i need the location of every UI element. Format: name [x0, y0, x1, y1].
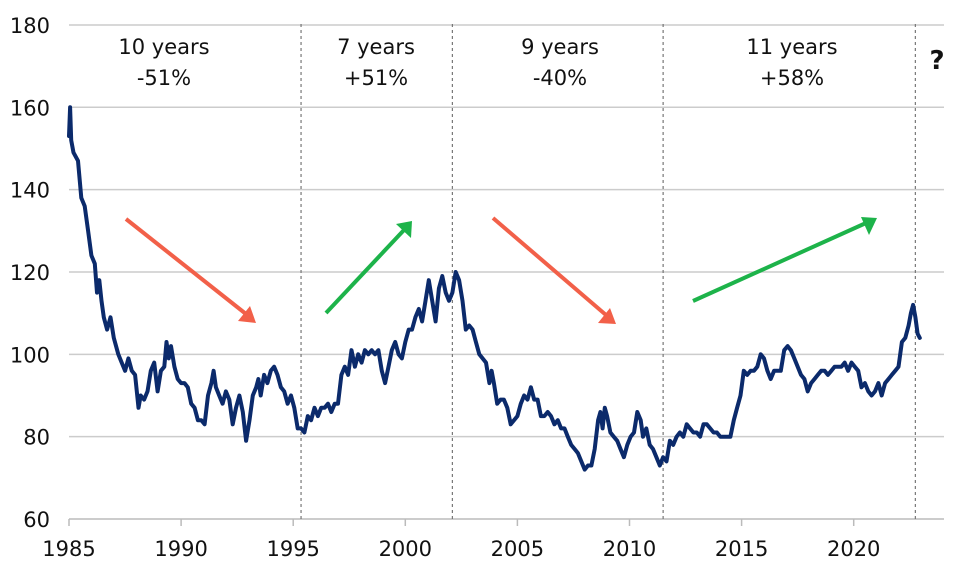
y-tick-label: 80: [23, 426, 50, 450]
period-change: -40%: [533, 66, 587, 90]
x-tick-label: 2020: [827, 537, 880, 561]
question-mark: ?: [929, 46, 944, 76]
x-tick-label: 2015: [715, 537, 768, 561]
period-label-4: 11 years +58%: [746, 35, 837, 90]
y-tick-label: 180: [10, 14, 50, 38]
y-tick-label: 160: [10, 96, 50, 120]
trend-arrows: [124, 216, 877, 324]
x-axis: 1985 1990 1995 2000 2005 2010 2015 2020: [42, 518, 944, 561]
period-change: -51%: [137, 66, 191, 90]
y-tick-label: 60: [23, 508, 50, 532]
index-line: [67, 105, 922, 472]
gridlines: [69, 24, 944, 438]
x-tick-label: 2005: [491, 537, 544, 561]
y-tick-label: 120: [10, 261, 50, 285]
period-label-1: 10 years -51%: [118, 35, 209, 90]
period-duration: 9 years: [521, 35, 599, 59]
x-tick-label: 1985: [42, 537, 95, 561]
down-arrow-icon: [491, 216, 616, 324]
x-tick-label: 2010: [603, 537, 656, 561]
y-tick-label: 140: [10, 179, 50, 203]
down-arrow-icon: [124, 217, 256, 323]
period-dividers: [300, 24, 916, 519]
y-axis-ticks: 60 80 100 120 140 160 180: [10, 14, 50, 532]
period-duration: 10 years: [118, 35, 209, 59]
period-label-2: 7 years +51%: [337, 35, 415, 90]
period-change: +51%: [344, 66, 408, 90]
period-duration: 11 years: [746, 35, 837, 59]
period-change: +58%: [760, 66, 824, 90]
up-arrow-icon: [324, 221, 412, 315]
period-label-3: 9 years -40%: [521, 35, 599, 90]
up-arrow-icon: [692, 217, 877, 303]
x-tick-label: 1995: [266, 537, 319, 561]
y-tick-label: 100: [10, 343, 50, 367]
period-duration: 7 years: [337, 35, 415, 59]
x-tick-label: 2000: [379, 537, 432, 561]
x-tick-label: 1990: [154, 537, 207, 561]
